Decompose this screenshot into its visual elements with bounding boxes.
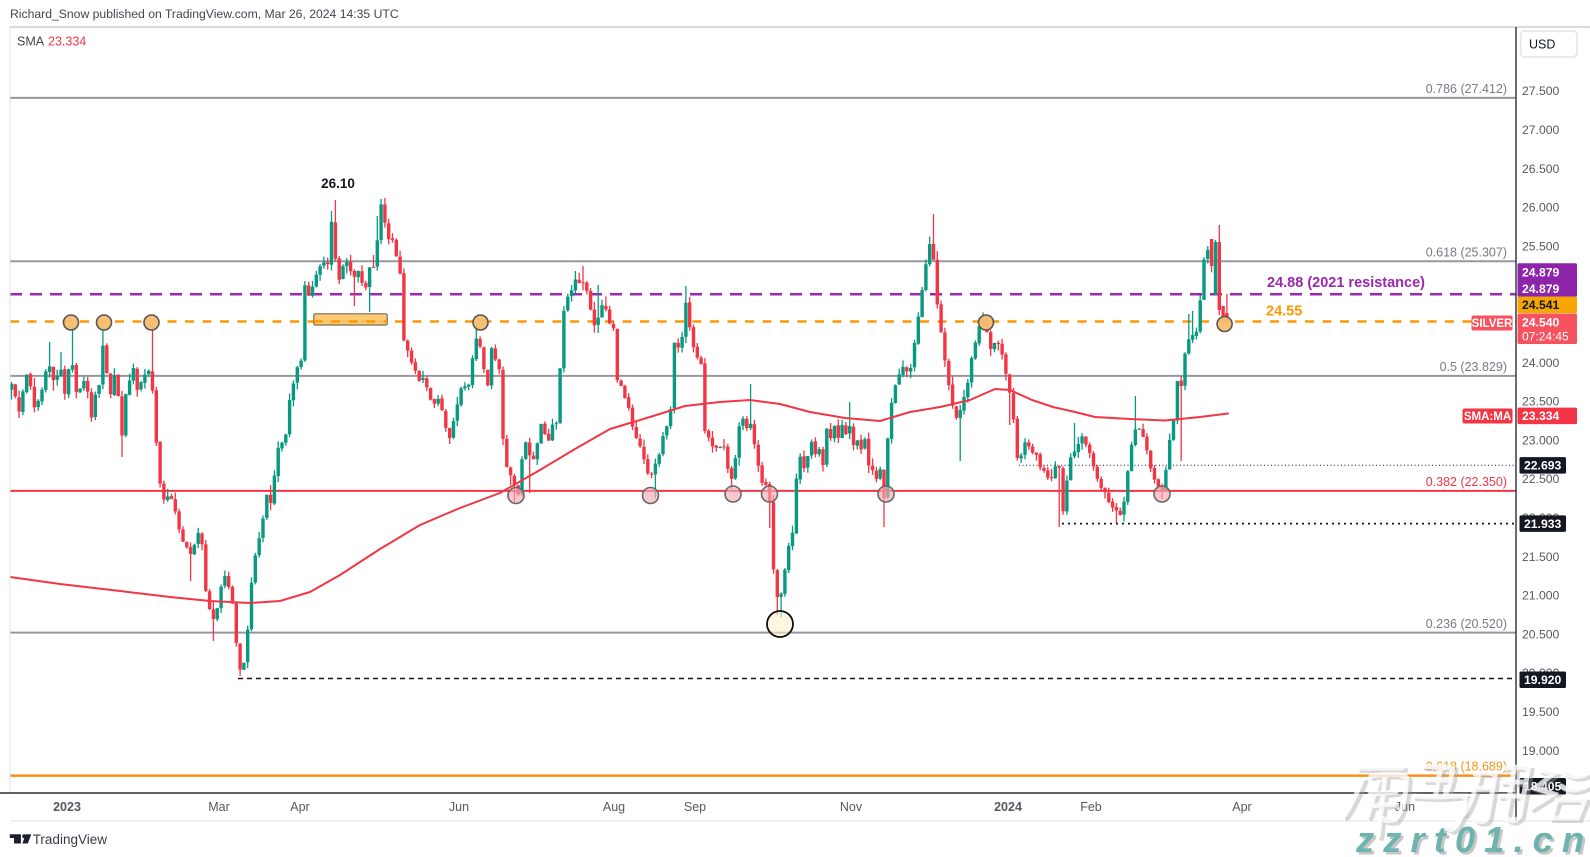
svg-text:07:24:45: 07:24:45: [1522, 330, 1569, 344]
svg-text:22.693: 22.693: [1524, 459, 1561, 473]
svg-text:2024: 2024: [994, 800, 1022, 814]
svg-text:Mar: Mar: [208, 800, 230, 814]
svg-text:23.000: 23.000: [1522, 433, 1559, 447]
svg-text:Jun: Jun: [449, 800, 469, 814]
svg-text:24.540: 24.540: [1522, 316, 1559, 330]
svg-text:21.933: 21.933: [1524, 517, 1561, 531]
svg-text:SILVER: SILVER: [1472, 318, 1513, 330]
svg-text:TradingView: TradingView: [33, 832, 108, 847]
svg-text:23.334: 23.334: [1522, 409, 1559, 423]
svg-text:21.000: 21.000: [1522, 589, 1559, 603]
svg-text:24.879: 24.879: [1522, 265, 1559, 279]
svg-text:20.500: 20.500: [1522, 627, 1559, 641]
svg-text:27.500: 27.500: [1522, 84, 1559, 98]
svg-text:19.000: 19.000: [1522, 744, 1559, 758]
svg-text:19.920: 19.920: [1524, 673, 1561, 687]
svg-text:2023: 2023: [53, 800, 81, 814]
svg-text:Aug: Aug: [603, 800, 625, 814]
svg-text:23.334: 23.334: [48, 35, 86, 49]
svg-text:Richard_Snow published on Trad: Richard_Snow published on TradingView.co…: [10, 7, 399, 21]
svg-text:26.500: 26.500: [1522, 162, 1559, 176]
svg-text:24.541: 24.541: [1522, 298, 1559, 312]
svg-text:0.5 (23.829): 0.5 (23.829): [1440, 360, 1507, 374]
svg-text:0.618 (25.307): 0.618 (25.307): [1426, 246, 1507, 260]
svg-text:0.236 (20.520): 0.236 (20.520): [1426, 617, 1507, 631]
svg-text:SMA: SMA: [17, 35, 45, 49]
svg-text:24.879: 24.879: [1522, 282, 1559, 296]
svg-text:Sep: Sep: [684, 800, 706, 814]
svg-text:23.500: 23.500: [1522, 395, 1559, 409]
svg-text:USD: USD: [1529, 38, 1555, 52]
svg-text:Apr: Apr: [1232, 800, 1251, 814]
svg-text:27.000: 27.000: [1522, 123, 1559, 137]
svg-text:24.000: 24.000: [1522, 356, 1559, 370]
svg-text:22.500: 22.500: [1522, 472, 1559, 486]
svg-text:zzrt01.cn: zzrt01.cn: [1355, 819, 1590, 857]
svg-text:26.10: 26.10: [321, 176, 355, 191]
svg-text:21.500: 21.500: [1522, 550, 1559, 564]
svg-text:zzrt01.cn: zzrt01.cn: [1358, 822, 1590, 857]
svg-text:SMA:MA: SMA:MA: [1464, 411, 1511, 423]
svg-text:25.500: 25.500: [1522, 239, 1559, 253]
svg-text:0.382 (22.350): 0.382 (22.350): [1426, 475, 1507, 489]
svg-text:19.500: 19.500: [1522, 705, 1559, 719]
svg-text:24.88 (2021 resistance): 24.88 (2021 resistance): [1267, 275, 1425, 291]
svg-text:24.55: 24.55: [1266, 304, 1302, 320]
svg-text:Apr: Apr: [290, 800, 309, 814]
svg-text:Feb: Feb: [1080, 800, 1102, 814]
svg-text:26.000: 26.000: [1522, 201, 1559, 215]
svg-text:0.786 (27.412): 0.786 (27.412): [1426, 82, 1507, 96]
svg-text:Nov: Nov: [840, 800, 863, 814]
